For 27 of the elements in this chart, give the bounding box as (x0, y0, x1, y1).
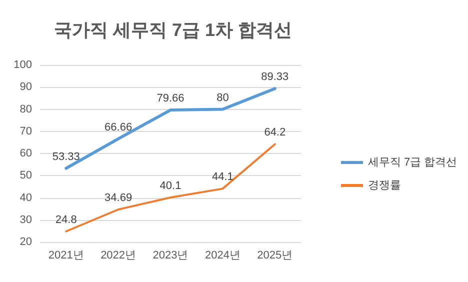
data-label: 53.33 (52, 150, 80, 163)
x-tick-label: 2022년 (100, 250, 136, 262)
legend-label: 경쟁률 (368, 180, 401, 192)
y-tick-label: 30 (20, 214, 32, 226)
x-tick-label: 2021년 (48, 250, 84, 262)
y-tick-label: 90 (20, 81, 32, 94)
data-label: 89.33 (261, 71, 289, 84)
y-tick-label: 60 (20, 148, 32, 160)
y-tick-label: 20 (20, 236, 32, 248)
data-label: 66.66 (104, 121, 132, 134)
data-label: 40.1 (160, 180, 182, 192)
data-label: 79.66 (156, 92, 184, 104)
data-label: 34.69 (104, 192, 132, 204)
legend-label: 세무직 7급 합격선 (368, 156, 458, 168)
data-label: 64.2 (264, 126, 286, 139)
chart-title: 국가직 세무직 7급 1차 합격선 (54, 20, 292, 40)
x-tick-label: 2023년 (152, 250, 188, 262)
y-tick-label: 80 (20, 103, 32, 116)
x-tick-label: 2024년 (204, 250, 240, 262)
data-label: 24.8 (55, 214, 77, 226)
x-tick-label: 2025년 (257, 250, 293, 262)
y-tick-label: 100 (14, 59, 32, 71)
y-tick-label: 70 (20, 125, 32, 138)
data-label: 80 (216, 92, 229, 104)
y-tick-label: 40 (20, 192, 32, 204)
y-tick-label: 50 (20, 170, 32, 182)
data-label: 44.1 (212, 171, 234, 184)
